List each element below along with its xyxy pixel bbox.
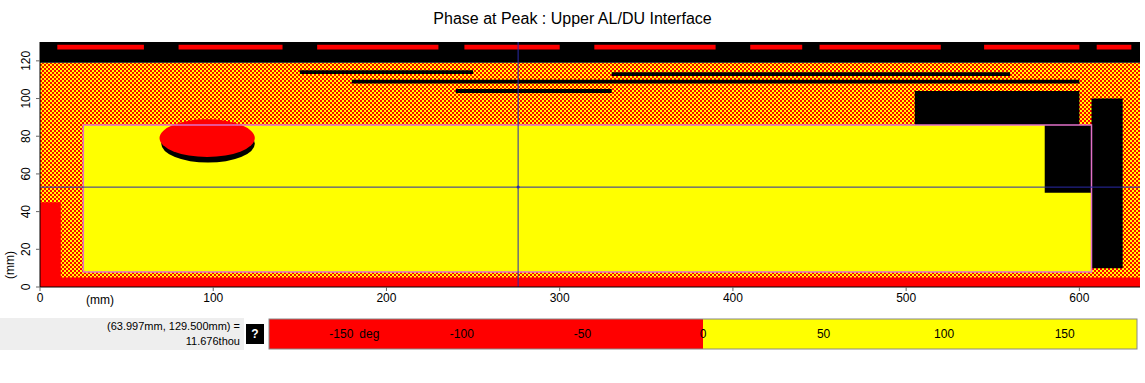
svg-text:40: 40 [19, 205, 33, 219]
html-text:(63.997mm, 129.500mm) =: (63.997mm, 129.500mm) = [107, 320, 240, 332]
html-text:11.676thou: 11.676thou [185, 335, 240, 347]
svg-text:400: 400 [723, 291, 743, 305]
svg-text:200: 200 [376, 291, 396, 305]
svg-text:-50: -50 [574, 327, 592, 341]
svg-text:deg: deg [359, 327, 379, 341]
svg-text:0: 0 [19, 283, 33, 290]
svg-text:80: 80 [19, 129, 33, 143]
svg-text:(mm): (mm) [86, 293, 114, 307]
svg-text:100: 100 [934, 327, 954, 341]
svg-text:120: 120 [19, 51, 33, 71]
svg-text:50: 50 [817, 327, 831, 341]
svg-text:-100: -100 [450, 327, 474, 341]
svg-text:300: 300 [550, 291, 570, 305]
svg-text:100: 100 [203, 291, 223, 305]
html-text:Phase at Peak : Upper AL/DU In: Phase at Peak : Upper AL/DU Interface [433, 10, 712, 27]
svg-text:20: 20 [19, 242, 33, 256]
svg-text:150: 150 [1055, 327, 1075, 341]
svg-text:500: 500 [896, 291, 916, 305]
svg-text:600: 600 [1069, 291, 1089, 305]
svg-text:-150: -150 [329, 327, 353, 341]
svg-text:60: 60 [19, 167, 33, 181]
svg-text:0: 0 [37, 291, 44, 305]
svg-text:100: 100 [19, 88, 33, 108]
svg-text:(mm): (mm) [3, 251, 17, 279]
svg-text:0: 0 [700, 327, 707, 341]
